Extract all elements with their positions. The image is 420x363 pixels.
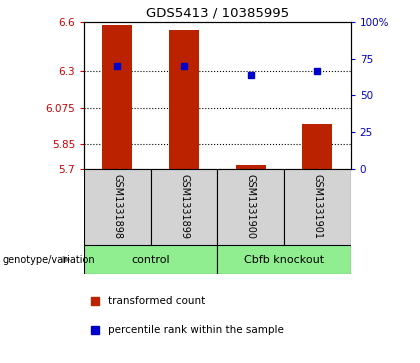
- Title: GDS5413 / 10385995: GDS5413 / 10385995: [146, 6, 289, 19]
- Text: transformed count: transformed count: [108, 297, 205, 306]
- Text: percentile rank within the sample: percentile rank within the sample: [108, 325, 284, 335]
- Bar: [84, 169, 151, 245]
- Bar: [302, 124, 332, 169]
- Bar: [169, 30, 199, 169]
- Text: control: control: [131, 254, 170, 265]
- Text: GSM1331899: GSM1331899: [179, 174, 189, 240]
- Text: genotype/variation: genotype/variation: [2, 254, 95, 265]
- Bar: [218, 169, 284, 245]
- Text: GSM1331901: GSM1331901: [312, 174, 323, 240]
- Text: Cbfb knockout: Cbfb knockout: [244, 254, 324, 265]
- Bar: [218, 245, 351, 274]
- Bar: [102, 25, 132, 169]
- Bar: [84, 245, 218, 274]
- Bar: [284, 169, 351, 245]
- Bar: [151, 169, 218, 245]
- Text: GSM1331898: GSM1331898: [112, 174, 122, 240]
- Bar: [236, 165, 266, 169]
- Text: GSM1331900: GSM1331900: [246, 174, 256, 240]
